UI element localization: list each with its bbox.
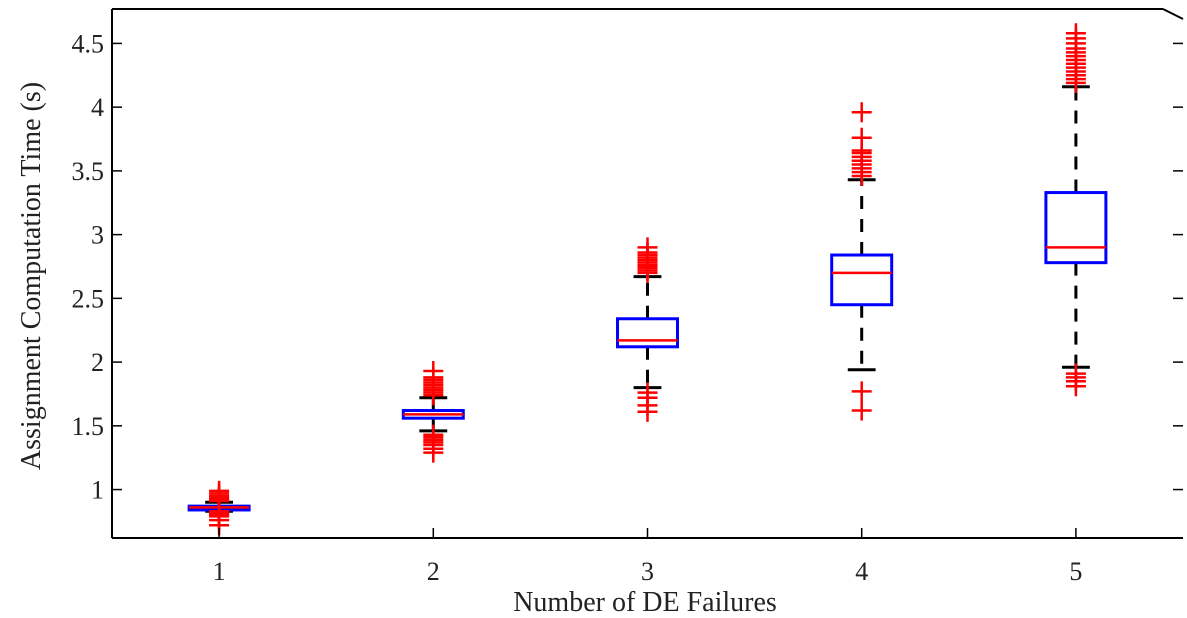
x-tick-label: 1 <box>213 557 226 586</box>
outlier-point <box>851 102 872 123</box>
y-tick-label: 2.5 <box>72 284 105 313</box>
y-tick-label: 1.5 <box>72 412 105 441</box>
x-axis-label: Number of DE Failures <box>513 587 777 618</box>
x-tick-label: 3 <box>641 557 654 586</box>
outlier-point <box>1065 363 1086 384</box>
box <box>1044 191 1108 265</box>
outlier-point <box>1065 23 1086 44</box>
x-tick-label: 5 <box>1069 557 1082 586</box>
x-tick-label: 4 <box>855 557 868 586</box>
outlier-point <box>637 237 658 258</box>
x-tick-label: 2 <box>427 557 440 586</box>
outlier-point <box>851 400 872 421</box>
chart-marks <box>187 23 1108 536</box>
outlier-point <box>851 127 872 148</box>
y-tick-label: 4 <box>91 93 104 122</box>
y-axis-label: Assignment Computation Time (s) <box>16 82 47 470</box>
outlier-point <box>851 381 872 402</box>
top-frame-corner <box>1162 8 1184 20</box>
y-tick-label: 1 <box>91 476 104 505</box>
y-tick-label: 2 <box>91 348 104 377</box>
axes: 1 1.5 2 2.5 3 3.5 4 4.5 1 2 3 4 5 <box>72 8 1184 586</box>
y-tick-label: 3 <box>91 221 104 250</box>
y-tick-label: 4.5 <box>72 29 105 58</box>
box <box>830 253 894 307</box>
outlier-point <box>637 382 658 403</box>
outlier-point <box>209 480 230 501</box>
outlier-point <box>423 361 444 382</box>
outlier-point <box>423 424 444 445</box>
y-tick-label: 3.5 <box>72 157 105 186</box>
box <box>616 317 679 349</box>
